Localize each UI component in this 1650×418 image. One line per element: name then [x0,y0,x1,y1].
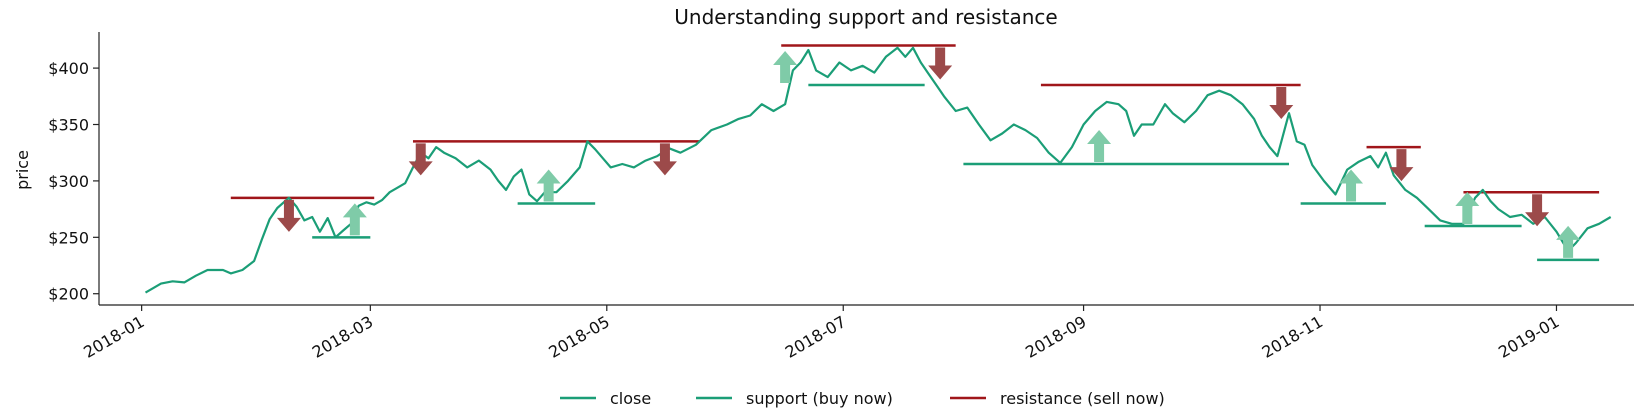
legend-label-close: close [610,389,651,408]
y-tick-label: $400 [48,59,89,78]
buy-arrow-icon-6 [1556,225,1581,258]
x-tick-label: 2018-01 [80,312,147,362]
buy-arrow-icon-2 [773,51,798,84]
x-tick-label: 2019-01 [1495,312,1562,362]
buy-arrow-icon-3 [1087,129,1112,162]
sell-arrow-icon-4 [1269,87,1294,120]
chart-title: Understanding support and resistance [674,5,1057,29]
legend-label-resistance: resistance (sell now) [1000,389,1165,408]
sell-arrow-icon-1 [408,143,433,176]
y-tick-label: $350 [48,116,89,135]
x-ticks: 2018-01 2018-03 2018-05 2018-07 2018-09 2018-… [80,305,1562,362]
sell-arrow-icon-2 [652,143,677,176]
signal-arrows [276,47,1581,258]
sell-arrow-icon-0 [276,199,301,232]
buy-arrow-icon-0 [342,203,367,236]
y-axis-label: price [13,150,32,190]
sell-arrow-icon-3 [928,47,953,80]
buy-arrow-icon-4 [1339,169,1364,202]
y-ticks: $200 $250 $300 $350 $400 [48,59,99,304]
x-tick-label: 2018-09 [1022,312,1089,362]
legend: close support (buy now) resistance (sell… [560,389,1165,408]
support-lines [312,83,1600,262]
y-tick-label: $200 [48,285,89,304]
x-tick-label: 2018-11 [1259,312,1326,362]
close-series [144,46,1612,294]
legend-label-support: support (buy now) [746,389,893,408]
close-price-line [144,46,1612,294]
x-tick-label: 2018-07 [782,312,849,362]
sell-arrow-icon-5 [1389,149,1414,182]
y-tick-label: $300 [48,172,89,191]
y-tick-label: $250 [48,228,89,247]
buy-arrow-icon-1 [536,169,561,202]
x-tick-label: 2018-05 [545,312,612,362]
x-tick-label: 2018-03 [309,312,376,362]
sell-arrow-icon-6 [1525,194,1550,227]
buy-arrow-icon-5 [1455,192,1480,225]
resistance-lines [230,44,1600,200]
